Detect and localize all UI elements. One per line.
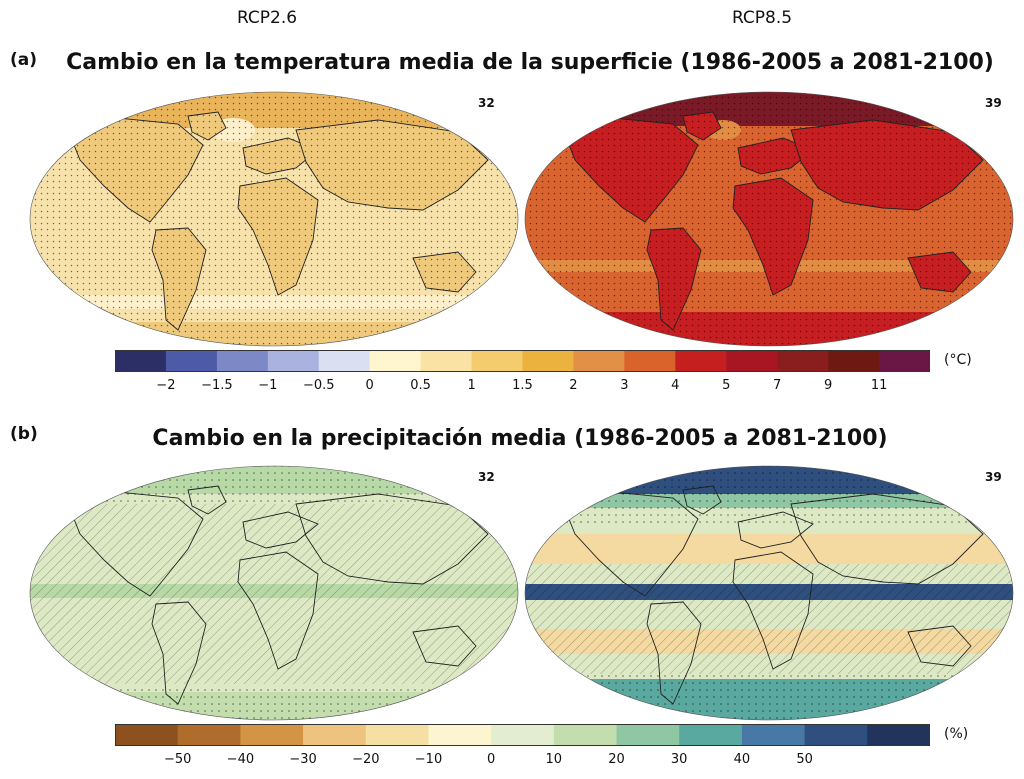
temperature-colorbar-tick-label: −2 [156, 378, 176, 393]
precipitation-colorbar-swatch [616, 724, 680, 746]
temperature-colorbar-swatch [471, 350, 523, 372]
precipitation-colorbar-swatch [177, 724, 241, 746]
temperature-colorbar-tick-label: 3 [620, 378, 629, 393]
colorbar-temperature-ticks: −2 −1.5 −1 −0.5 0 0.5 1 1.5 2 3 4 5 7 9 11 [115, 378, 930, 398]
precipitation-colorbar-tick-label: 0 [487, 752, 496, 767]
precipitation-colorbar-frame [115, 724, 930, 746]
temperature-colorbar-swatch [369, 350, 422, 372]
scenario-label-left: RCP2.6 [236, 8, 298, 28]
precipitation-colorbar-tick-label: −30 [289, 752, 317, 767]
model-count-b-right: 39 [985, 470, 1002, 484]
panel-a-letter: (a) [10, 50, 38, 70]
temperature-colorbar-tick-label: 11 [870, 378, 888, 393]
precipitation-colorbar-tick-label: 20 [608, 752, 625, 767]
temperature-colorbar-swatch [573, 350, 625, 372]
precipitation-colorbar-swatch [553, 724, 618, 746]
temperature-colorbar-tick-label: 0.5 [410, 378, 431, 393]
temperature-colorbar-tick-label: 5 [722, 378, 731, 393]
temperature-colorbar-frame [115, 350, 930, 372]
precipitation-colorbar-swatch [804, 724, 868, 746]
precipitation-colorbar-tick-label: −50 [163, 752, 192, 767]
temperature-colorbar-swatch [879, 350, 930, 372]
precipitation-colorbar-tick-label: −40 [226, 752, 255, 767]
precipitation-colorbar-tick-label: 40 [733, 752, 751, 767]
temperature-colorbar-swatch [267, 350, 320, 372]
temperature-colorbar-tick-label: 7 [773, 378, 782, 393]
map-temperature-rcp26 [29, 91, 519, 347]
model-count-a-right: 39 [985, 96, 1002, 110]
temperature-colorbar-swatch [522, 350, 574, 372]
colorbar-precipitation-ticks: −50 −40 −30 −20 −10 0 10 20 30 40 50 [115, 752, 930, 772]
panel-a-title: Cambio en la temperatura media de la sup… [66, 50, 994, 75]
temperature-colorbar-swatch [624, 350, 676, 372]
temperature-colorbar-swatch [115, 350, 167, 372]
precipitation-colorbar-tick-label: 10 [545, 752, 563, 767]
colorbar-temperature-unit: (°C) [944, 352, 972, 368]
panel-b-title: Cambio en la precipitación media (1986-2… [152, 426, 888, 451]
temperature-colorbar-swatch [828, 350, 880, 372]
temperature-colorbar-tick-label: 1.5 [512, 378, 533, 393]
precipitation-colorbar-tick-label: 30 [670, 752, 688, 767]
precipitation-colorbar-swatch [303, 724, 367, 746]
temperature-colorbar-tick-label: 9 [823, 378, 833, 393]
precipitation-colorbar-swatch [365, 724, 429, 746]
colorbar-precipitation [115, 724, 930, 746]
precipitation-colorbar-swatch [741, 724, 806, 746]
precipitation-colorbar-swatch [115, 724, 179, 746]
temperature-colorbar-swatch [675, 350, 727, 372]
temperature-colorbar-tick-label: −1.5 [201, 378, 233, 393]
precipitation-colorbar-tick-label: −10 [414, 752, 443, 767]
map-temperature-rcp85 [524, 91, 1014, 347]
precipitation-colorbar-swatch [679, 724, 743, 746]
temperature-colorbar-swatch [165, 350, 218, 372]
scenario-label-right: RCP8.5 [731, 8, 793, 28]
temperature-colorbar-swatch [726, 350, 778, 372]
temperature-colorbar-tick-label: −1 [258, 378, 278, 393]
precipitation-colorbar-tick-label: −20 [352, 752, 380, 767]
temperature-colorbar-tick-label: 0 [365, 378, 374, 393]
temperature-colorbar-swatch [420, 350, 473, 372]
temperature-colorbar-tick-label: 1 [467, 378, 476, 393]
temperature-colorbar-tick-label: −0.5 [303, 378, 335, 393]
subtropical-dry-band [525, 534, 1013, 564]
colorbar-precipitation-unit: (%) [944, 726, 969, 742]
temperature-colorbar-tick-label: 2 [569, 378, 578, 393]
precipitation-colorbar-tick-label: 50 [796, 752, 813, 767]
map-precipitation-rcp26 [29, 465, 519, 721]
temperature-colorbar-swatch [777, 350, 829, 372]
temperature-colorbar-swatch [318, 350, 371, 372]
precipitation-colorbar-swatch [428, 724, 492, 746]
model-count-b-left: 32 [478, 470, 495, 484]
temperature-colorbar-tick-label: 4 [671, 378, 680, 393]
precipitation-colorbar-swatch [491, 724, 555, 746]
map-precipitation-rcp85 [524, 465, 1014, 721]
precipitation-colorbar-swatch [240, 724, 304, 746]
model-count-a-left: 32 [478, 96, 495, 110]
temperature-colorbar-swatch [216, 350, 269, 372]
colorbar-temperature [115, 350, 930, 372]
panel-b-letter: (b) [10, 424, 38, 444]
precipitation-colorbar-swatch [867, 724, 930, 746]
